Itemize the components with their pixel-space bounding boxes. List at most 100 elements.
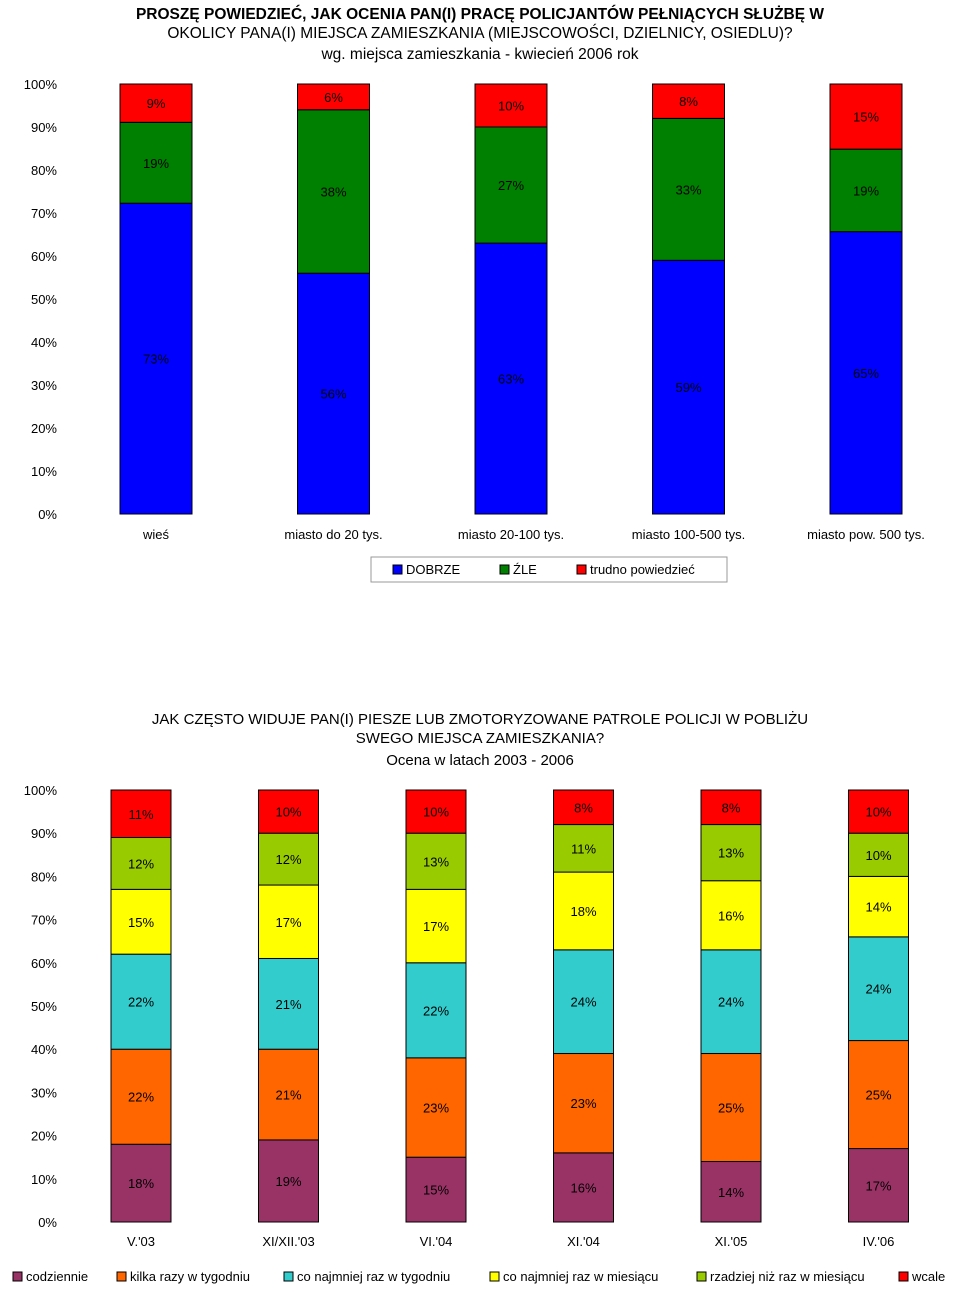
data-label: 63% [498,372,524,387]
bar-segment [553,789,614,826]
data-label: 18% [128,1176,154,1191]
bar-segment [700,789,762,826]
data-label: 13% [423,854,449,869]
y-tick-label: 30% [31,378,57,393]
chart-police-rating: PROSZĘ POWIEDZIEĆ, JAK OCENIA PAN(I) PRA… [24,5,925,583]
legend-swatch [116,1271,127,1282]
data-label: 8% [722,800,741,815]
legend-label: ŹLE [513,562,537,577]
y-tick-label: 20% [31,1129,57,1144]
chart1-category-labels: wieś miasto do 20 tys. miasto 20-100 tys. m… [142,527,925,542]
bar-segment [258,884,319,959]
bar-segment [553,871,614,951]
bar-segment [405,789,467,834]
y-tick-label: 0% [38,507,57,522]
y-tick-label: 80% [31,869,57,884]
data-label: 10% [275,805,301,820]
bar-segment [119,202,193,515]
bar-segment [258,1139,319,1223]
bar-segment [474,83,548,128]
legend-label: co najmniej raz w miesiącu [503,1269,658,1284]
y-tick-label: 60% [31,956,57,971]
bar-segment [110,1048,172,1145]
data-label: 10% [498,99,524,114]
data-label: 16% [570,1180,596,1195]
bar-segment [848,1040,909,1150]
bar-segment [119,83,193,123]
category-label: XI.'04 [567,1234,600,1249]
chart1-legend: DOBRZE ŹLE trudno powiedzieć [370,556,728,583]
data-label: 33% [675,182,701,197]
bar-segment [110,888,172,955]
chart2-title-line2: SWEGO MIEJSCA ZAMIESZKANIA? [356,730,604,747]
legend-swatch [392,564,403,575]
data-label: 11% [128,807,153,822]
bar-segment [258,1048,319,1141]
y-tick-label: 90% [31,826,57,841]
data-label: 15% [853,110,879,125]
data-label: 12% [275,852,301,867]
data-label: 19% [143,156,169,171]
bar-segment [829,231,903,515]
chart2-y-axis: 0% 10% 20% 30% 40% 50% 60% 70% 80% 90% 100% [24,783,58,1230]
category-label: miasto 20-100 tys. [458,527,564,542]
category-label: miasto 100-500 tys. [632,527,745,542]
legend-swatch [499,564,510,575]
data-label: 8% [679,94,698,109]
data-label: 11% [571,841,596,856]
bar-segment [848,875,909,938]
data-label: 10% [865,848,891,863]
data-label: 8% [574,800,593,815]
category-label: miasto pow. 500 tys. [807,527,925,542]
chart1-bars: 73% 19% 9% 56% 38% 6% 63% 27% 10% 59% 33% 8% 65% 19% 1… [119,83,903,515]
data-label: 24% [865,982,891,997]
chart2-bars: 18% 22% 22% 15% 12% 11% 19% 21% 21% 17% 12% 10% 15% 2… [110,789,909,1223]
legend-swatch [696,1271,707,1282]
legend-swatch [576,564,587,575]
data-label: 13% [718,846,744,861]
legend-swatch [283,1271,294,1282]
data-label: 25% [718,1101,744,1116]
bar-segment [297,272,370,515]
data-label: 23% [570,1096,596,1111]
bar-segment [700,1053,762,1163]
legend-swatch [898,1271,909,1282]
bar-segment [553,1053,614,1154]
chart1-subtitle: wg. miejsca zamieszkania - kwiecień 2006… [320,46,638,63]
bar-segment [700,1161,762,1223]
bar-segment [110,789,172,839]
category-label: V.'03 [127,1234,155,1249]
bar-segment [652,117,725,261]
bar-segment [848,1148,909,1223]
category-label: IV.'06 [863,1234,895,1249]
legend-label: codziennie [26,1269,88,1284]
y-tick-label: 80% [31,163,57,178]
legend-label: DOBRZE [406,562,461,577]
legend-label: kilka razy w tygodniu [130,1269,250,1284]
data-label: 22% [423,1003,449,1018]
bar-segment [700,880,762,951]
bar-segment [652,259,725,515]
bar-segment [258,957,319,1050]
bar-segment [297,109,370,274]
chart2-title-line1: JAK CZĘSTO WIDUJE PAN(I) PIESZE LUB ZMOT… [152,710,808,728]
y-tick-label: 70% [31,913,57,928]
legend-swatch [489,1271,500,1282]
bar-segment [297,83,370,111]
y-tick-label: 60% [31,249,57,264]
y-tick-label: 50% [31,292,57,307]
category-label: VI.'04 [420,1234,453,1249]
legend-label: rzadziej niż raz w miesiącu [710,1269,865,1284]
bar-segment [848,789,909,834]
bar-segment [110,1143,172,1223]
category-label: miasto do 20 tys. [284,527,382,542]
bar-segment [652,83,725,119]
data-label: 65% [853,366,879,381]
data-label: 17% [275,915,301,930]
y-tick-label: 10% [31,464,57,479]
data-label: 24% [718,995,744,1010]
legend-box [370,556,728,583]
bar-segment [405,1156,467,1223]
category-label: XI.'05 [715,1234,748,1249]
bar-segment [474,126,548,244]
